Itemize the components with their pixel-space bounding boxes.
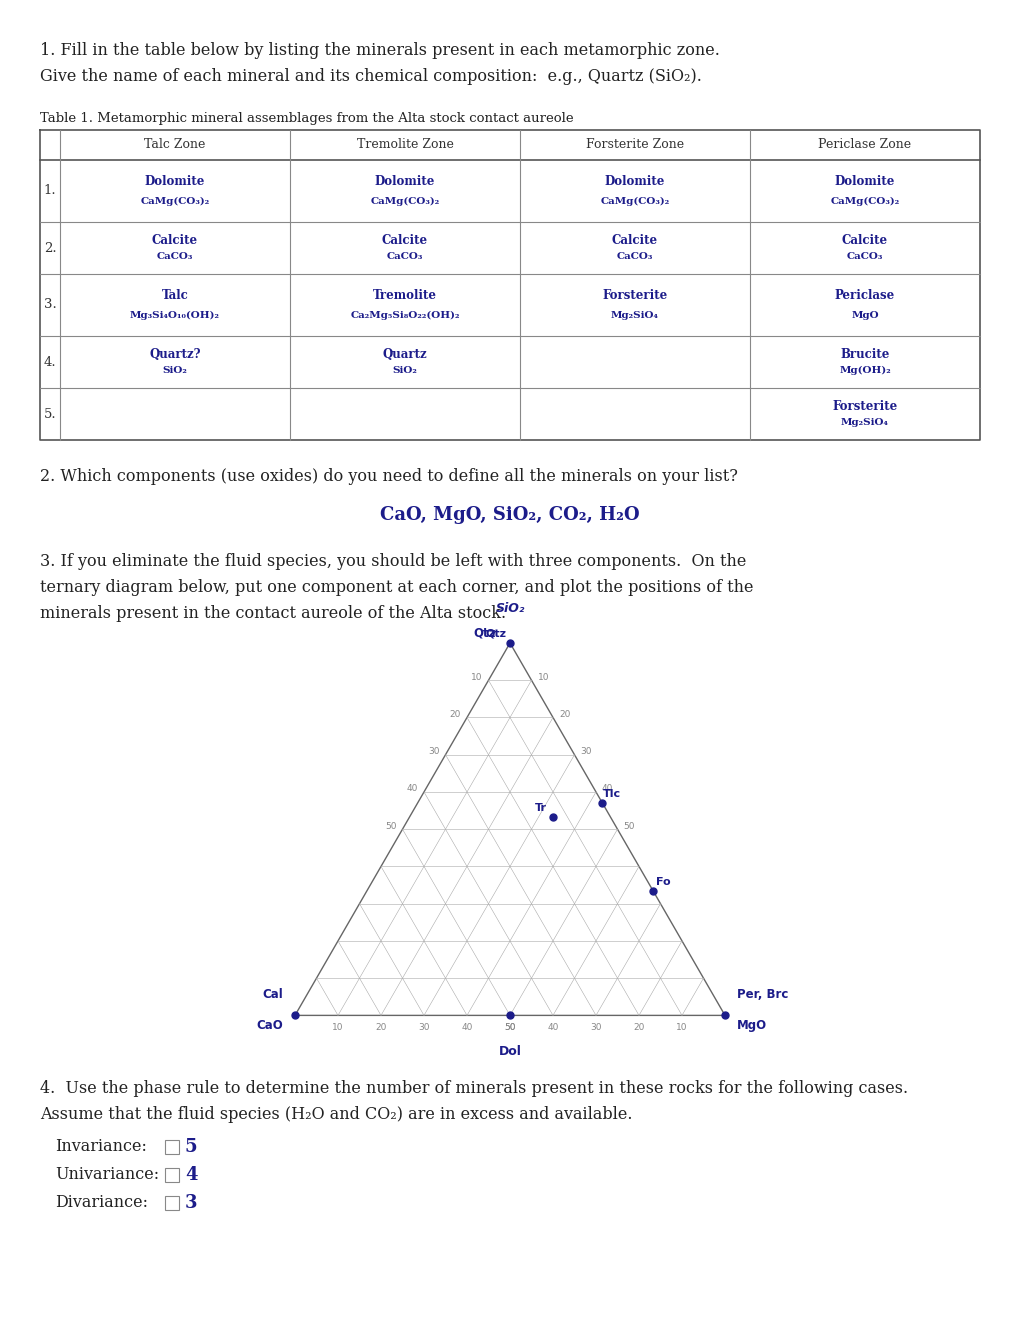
Text: 4: 4 xyxy=(184,1167,198,1184)
Text: CaO, MgO, SiO₂, CO₂, H₂O: CaO, MgO, SiO₂, CO₂, H₂O xyxy=(380,506,639,524)
Text: CaMg(CO₃)₂: CaMg(CO₃)₂ xyxy=(370,197,439,206)
Text: Calcite: Calcite xyxy=(611,234,657,247)
Text: 50: 50 xyxy=(503,1023,516,1032)
Text: Talc Zone: Talc Zone xyxy=(144,139,206,152)
Text: Dolomite: Dolomite xyxy=(834,176,895,189)
Text: Periclase Zone: Periclase Zone xyxy=(817,139,911,152)
Text: Tremolite: Tremolite xyxy=(373,289,436,302)
Text: ternary diagram below, put one component at each corner, and plot the positions : ternary diagram below, put one component… xyxy=(40,579,753,597)
Text: Ca₂Mg₅Si₈O₂₂(OH)₂: Ca₂Mg₅Si₈O₂₂(OH)₂ xyxy=(350,310,460,319)
Text: 5: 5 xyxy=(184,1138,198,1156)
Text: 20: 20 xyxy=(633,1023,644,1032)
Text: Tlc: Tlc xyxy=(602,788,621,799)
Text: 20: 20 xyxy=(375,1023,386,1032)
Text: 50: 50 xyxy=(503,1023,516,1032)
Text: Periclase: Periclase xyxy=(835,289,895,302)
Text: 30: 30 xyxy=(418,1023,429,1032)
Text: 5.: 5. xyxy=(44,408,56,421)
Text: Brucite: Brucite xyxy=(840,347,889,360)
Text: 1.: 1. xyxy=(44,185,56,198)
Text: 2.: 2. xyxy=(44,242,56,255)
Text: 50: 50 xyxy=(623,821,635,830)
Text: SiO₂: SiO₂ xyxy=(162,366,187,375)
Text: Univariance:: Univariance: xyxy=(55,1167,159,1184)
Text: MgO: MgO xyxy=(737,1019,766,1032)
Text: Tremolite Zone: Tremolite Zone xyxy=(357,139,453,152)
Text: 10: 10 xyxy=(332,1023,343,1032)
Text: Talc: Talc xyxy=(161,289,189,302)
Text: Mg(OH)₂: Mg(OH)₂ xyxy=(839,366,890,375)
Text: Dolomite: Dolomite xyxy=(145,176,205,189)
Text: CaCO₃: CaCO₃ xyxy=(386,252,423,261)
Text: Invariance:: Invariance: xyxy=(55,1138,147,1155)
Text: Dol: Dol xyxy=(498,1045,521,1059)
Text: Fo: Fo xyxy=(655,878,669,887)
Text: CaMg(CO₃)₂: CaMg(CO₃)₂ xyxy=(829,197,899,206)
Text: CaCO₃: CaCO₃ xyxy=(616,252,652,261)
Text: 40: 40 xyxy=(547,1023,558,1032)
Text: 40: 40 xyxy=(601,784,612,793)
Text: SiO₂: SiO₂ xyxy=(495,602,524,615)
Text: Quartz: Quartz xyxy=(382,347,427,360)
Text: 50: 50 xyxy=(384,821,396,830)
Text: Cal: Cal xyxy=(262,989,282,1002)
Text: 2. Which components (use oxides) do you need to define all the minerals on your : 2. Which components (use oxides) do you … xyxy=(40,469,737,484)
Bar xyxy=(165,1140,178,1155)
Text: 30: 30 xyxy=(580,747,591,756)
Text: CaO: CaO xyxy=(256,1019,282,1032)
Text: Divariance:: Divariance: xyxy=(55,1195,148,1212)
Text: Qtz: Qtz xyxy=(485,630,506,639)
Text: Tr: Tr xyxy=(535,803,546,813)
Text: 20: 20 xyxy=(449,710,461,719)
Text: 20: 20 xyxy=(558,710,570,719)
Text: Calcite: Calcite xyxy=(152,234,198,247)
Text: SiO₂: SiO₂ xyxy=(392,366,417,375)
Bar xyxy=(165,1196,178,1210)
Text: MgO: MgO xyxy=(850,310,878,319)
Text: Calcite: Calcite xyxy=(841,234,888,247)
Bar xyxy=(165,1168,178,1183)
Text: 30: 30 xyxy=(428,747,439,756)
Text: Per, Brc: Per, Brc xyxy=(737,989,788,1002)
Text: minerals present in the contact aureole of the Alta stock.: minerals present in the contact aureole … xyxy=(40,605,505,622)
Text: Dolomite: Dolomite xyxy=(374,176,435,189)
Text: CaMg(CO₃)₂: CaMg(CO₃)₂ xyxy=(141,197,210,206)
Text: 10: 10 xyxy=(471,673,482,681)
Text: Mg₂SiO₄: Mg₂SiO₄ xyxy=(610,310,658,319)
Text: 3.: 3. xyxy=(44,298,56,312)
Text: Forsterite Zone: Forsterite Zone xyxy=(585,139,684,152)
Text: 3: 3 xyxy=(184,1195,198,1212)
Text: CaCO₃: CaCO₃ xyxy=(846,252,882,261)
Text: Mg₂SiO₄: Mg₂SiO₄ xyxy=(841,418,889,428)
Text: 40: 40 xyxy=(461,1023,472,1032)
Text: Table 1. Metamorphic mineral assemblages from the Alta stock contact aureole: Table 1. Metamorphic mineral assemblages… xyxy=(40,112,573,125)
Text: Forsterite: Forsterite xyxy=(602,289,667,302)
Text: 10: 10 xyxy=(537,673,548,681)
Text: Give the name of each mineral and its chemical composition:  e.g., Quartz (SiO₂): Give the name of each mineral and its ch… xyxy=(40,69,701,84)
Text: CaMg(CO₃)₂: CaMg(CO₃)₂ xyxy=(600,197,668,206)
Text: Forsterite: Forsterite xyxy=(832,400,897,413)
Text: Qtz: Qtz xyxy=(473,627,495,639)
Text: Calcite: Calcite xyxy=(381,234,428,247)
Text: 3. If you eliminate the fluid species, you should be left with three components.: 3. If you eliminate the fluid species, y… xyxy=(40,553,746,570)
Text: Dolomite: Dolomite xyxy=(604,176,664,189)
Text: 4.  Use the phase rule to determine the number of minerals present in these rock: 4. Use the phase rule to determine the n… xyxy=(40,1080,907,1097)
Text: 1. Fill in the table below by listing the minerals present in each metamorphic z: 1. Fill in the table below by listing th… xyxy=(40,42,719,59)
Text: Assume that the fluid species (H₂O and CO₂) are in excess and available.: Assume that the fluid species (H₂O and C… xyxy=(40,1106,632,1123)
Text: 4.: 4. xyxy=(44,355,56,368)
Text: 10: 10 xyxy=(676,1023,687,1032)
Text: 30: 30 xyxy=(590,1023,601,1032)
Text: CaCO₃: CaCO₃ xyxy=(157,252,193,261)
Text: Quartz?: Quartz? xyxy=(149,347,201,360)
Text: Mg₃Si₄O₁₀(OH)₂: Mg₃Si₄O₁₀(OH)₂ xyxy=(129,310,220,319)
Text: 40: 40 xyxy=(407,784,418,793)
